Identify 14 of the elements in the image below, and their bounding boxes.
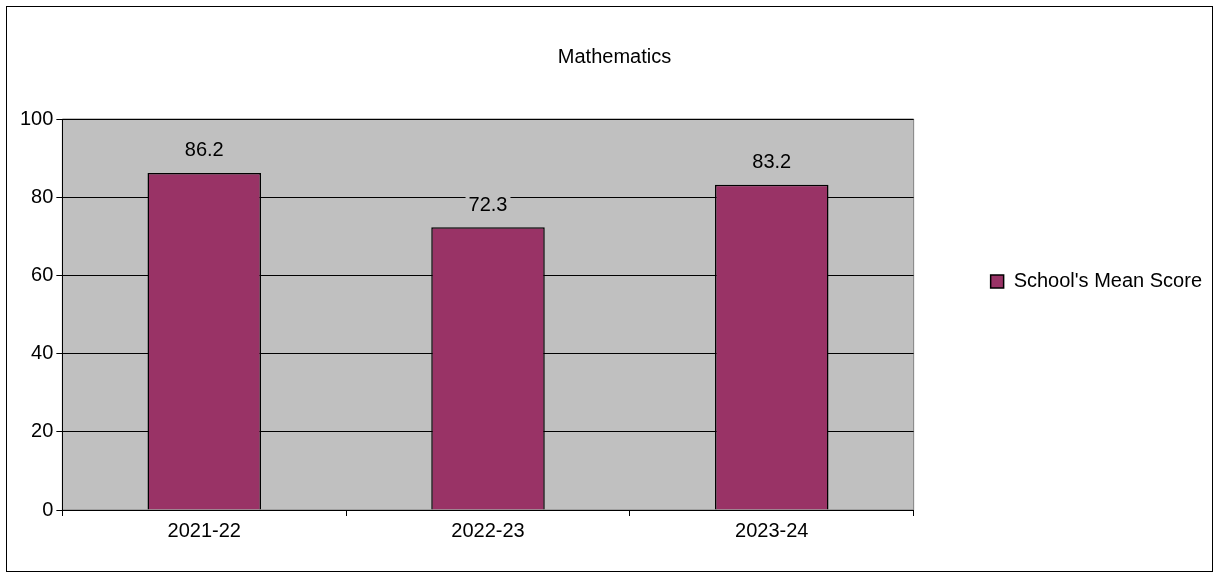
- data-label: 72.3: [468, 192, 508, 215]
- x-tick-label: 2023-24: [735, 518, 809, 541]
- x-tick-label: 2021-22: [167, 518, 241, 541]
- y-tick-label: 60: [31, 262, 54, 285]
- data-label: 86.2: [184, 138, 224, 161]
- x-tick-label: 2022-23: [451, 518, 525, 541]
- y-tick-label: 80: [31, 184, 54, 207]
- y-tick-label: 100: [19, 106, 54, 129]
- y-tick-label: 0: [42, 497, 54, 520]
- y-tick-label: 20: [31, 419, 54, 442]
- data-label: 83.2: [752, 150, 792, 173]
- legend-label: School's Mean Score: [1013, 269, 1202, 292]
- chart-title: Mathematics: [557, 44, 672, 67]
- y-tick-label: 40: [31, 341, 54, 364]
